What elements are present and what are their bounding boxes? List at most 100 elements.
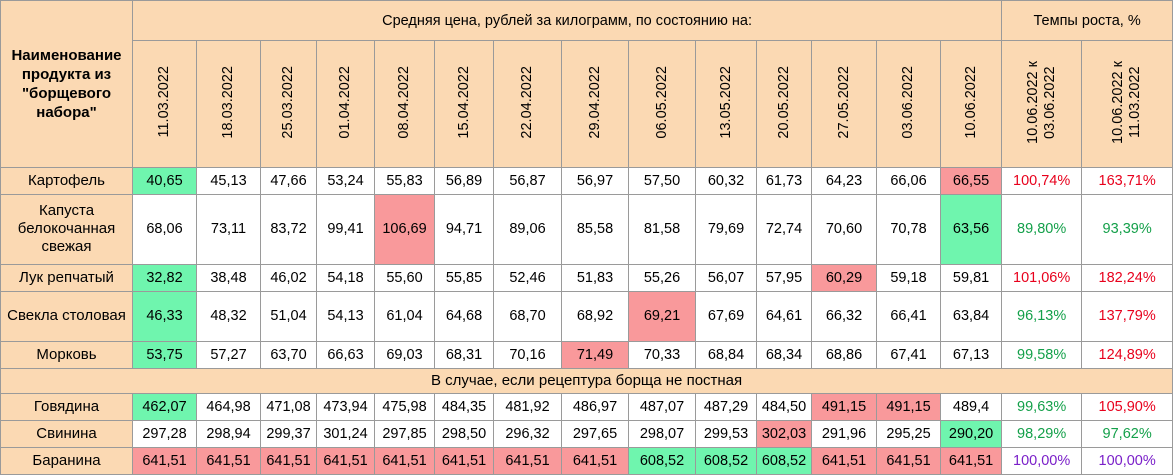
- product-name: Картофель: [0, 166, 133, 196]
- price-cell: 32,82: [132, 263, 197, 292]
- price-cell: 641,51: [196, 446, 261, 476]
- price-cell: 63,70: [260, 340, 317, 369]
- price-cell: 66,55: [939, 166, 1003, 196]
- price-cell: 471,08: [260, 392, 317, 421]
- date-header: 06.05.2022: [628, 40, 696, 168]
- price-cell: 297,28: [132, 419, 197, 448]
- date-label: 29.04.2022: [586, 65, 603, 139]
- price-cell: 484,50: [756, 392, 812, 421]
- growth-cell: 100,74%: [1001, 166, 1083, 196]
- price-cell: 70,60: [811, 194, 877, 265]
- price-cell: 46,33: [132, 290, 197, 342]
- price-cell: 484,35: [434, 392, 494, 421]
- product-row: Свинина 297,28 298,94 299,37 301,24 297,85 298…: [0, 419, 1174, 448]
- product-row: Морковь 53,75 57,27 63,70 66,63 69,03 68,31 70,…: [0, 340, 1174, 369]
- price-cell: 106,69: [374, 194, 435, 265]
- price-cell: 61,73: [756, 166, 812, 196]
- price-cell: 641,51: [374, 446, 435, 476]
- growth-cell: 97,62%: [1081, 419, 1174, 448]
- date-header: 18.03.2022: [196, 40, 261, 168]
- product-name: Свекла столовая: [0, 290, 133, 342]
- product-row: Баранина 641,51 641,51 641,51 641,51 641,51 64…: [0, 446, 1174, 476]
- date-header: 15.04.2022: [434, 40, 494, 168]
- price-cell: 295,25: [876, 419, 941, 448]
- price-cell: 68,84: [695, 340, 757, 369]
- price-cell: 59,18: [876, 263, 941, 292]
- price-cell: 51,04: [260, 290, 317, 342]
- price-cell: 641,51: [260, 446, 317, 476]
- price-cell: 64,61: [756, 290, 812, 342]
- price-cell: 55,26: [628, 263, 696, 292]
- price-cell: 56,87: [493, 166, 562, 196]
- price-cell: 53,24: [316, 166, 375, 196]
- price-cell: 70,33: [628, 340, 696, 369]
- price-cell: 475,98: [374, 392, 435, 421]
- price-cell: 55,60: [374, 263, 435, 292]
- growth-cell: 137,79%: [1081, 290, 1174, 342]
- growth-column-header: 10.06.2022 к 11.03.2022: [1081, 40, 1174, 168]
- price-cell: 73,11: [196, 194, 261, 265]
- price-cell: 608,52: [756, 446, 812, 476]
- growth-cell: 99,58%: [1001, 340, 1083, 369]
- price-cell: 60,29: [811, 263, 877, 292]
- price-cell: 79,69: [695, 194, 757, 265]
- price-cell: 54,13: [316, 290, 375, 342]
- growth-column-header: 10.06.2022 к 03.06.2022: [1001, 40, 1083, 168]
- price-cell: 66,63: [316, 340, 375, 369]
- price-cell: 296,32: [493, 419, 562, 448]
- price-cell: 68,34: [756, 340, 812, 369]
- price-cell: 641,51: [434, 446, 494, 476]
- date-label: 15.04.2022: [455, 65, 472, 139]
- price-cell: 85,58: [561, 194, 629, 265]
- date-label: 13.05.2022: [717, 65, 734, 139]
- price-cell: 69,03: [374, 340, 435, 369]
- product-row: Картофель 40,65 45,13 47,66 53,24 55,83 56,89 5…: [0, 166, 1174, 196]
- price-cell: 53,75: [132, 340, 197, 369]
- growth-cell: 89,80%: [1001, 194, 1083, 265]
- date-header: 01.04.2022: [316, 40, 375, 168]
- price-cell: 56,89: [434, 166, 494, 196]
- price-cell: 481,92: [493, 392, 562, 421]
- price-cell: 69,21: [628, 290, 696, 342]
- date-label: 18.03.2022: [220, 65, 236, 139]
- price-cell: 64,68: [434, 290, 494, 342]
- price-cell: 298,94: [196, 419, 261, 448]
- price-cell: 57,27: [196, 340, 261, 369]
- growth-cell: 93,39%: [1081, 194, 1174, 265]
- price-cell: 297,65: [561, 419, 629, 448]
- price-cell: 54,18: [316, 263, 375, 292]
- price-cell: 68,06: [132, 194, 197, 265]
- growth-cell: 98,29%: [1001, 419, 1083, 448]
- price-cell: 57,50: [628, 166, 696, 196]
- price-cell: 290,20: [939, 419, 1003, 448]
- price-cell: 462,07: [132, 392, 197, 421]
- product-name: Лук репчатый: [0, 263, 133, 292]
- price-cell: 47,66: [260, 166, 317, 196]
- price-cell: 302,03: [756, 419, 812, 448]
- price-cell: 641,51: [876, 446, 941, 476]
- growth-rate-header: Темпы роста, %: [1001, 0, 1174, 41]
- price-cell: 68,31: [434, 340, 494, 369]
- price-cell: 89,06: [493, 194, 562, 265]
- price-cell: 67,41: [876, 340, 941, 369]
- price-cell: 56,97: [561, 166, 629, 196]
- price-cell: 83,72: [260, 194, 317, 265]
- date-header: 11.03.2022: [132, 40, 197, 168]
- price-cell: 66,41: [876, 290, 941, 342]
- price-cell: 608,52: [628, 446, 696, 476]
- growth-cell: 100,00%: [1081, 446, 1174, 476]
- price-cell: 59,81: [939, 263, 1003, 292]
- price-cell: 641,51: [493, 446, 562, 476]
- price-cell: 67,13: [939, 340, 1003, 369]
- product-row: Капуста белокочанная свежая 68,06 73,11 83,…: [0, 194, 1174, 265]
- price-cell: 641,51: [561, 446, 629, 476]
- date-header: 13.05.2022: [695, 40, 757, 168]
- growth-cell: 100,00%: [1001, 446, 1083, 476]
- date-header: 27.05.2022: [811, 40, 877, 168]
- price-cell: 60,32: [695, 166, 757, 196]
- price-cell: 641,51: [939, 446, 1003, 476]
- product-name: Говядина: [0, 392, 133, 421]
- price-cell: 63,56: [939, 194, 1003, 265]
- price-cell: 486,97: [561, 392, 629, 421]
